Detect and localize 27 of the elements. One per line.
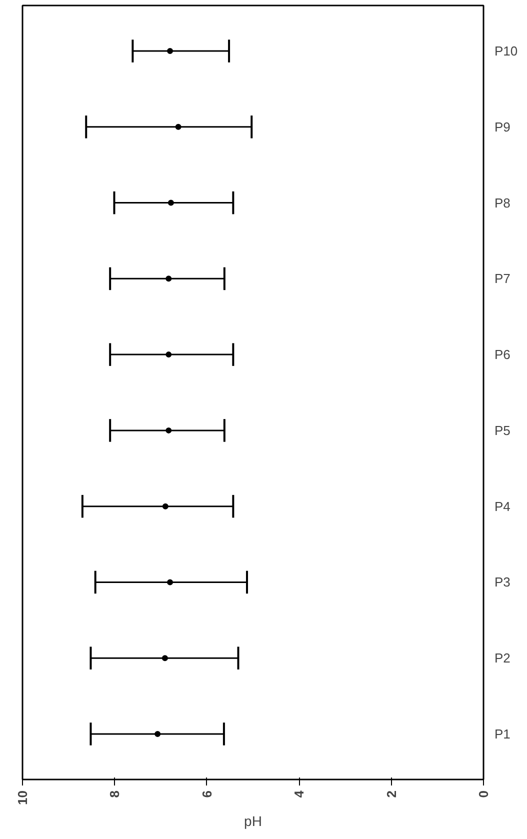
y-tick-label: P7 [494, 271, 510, 286]
point [166, 427, 172, 434]
y-tick-label: P4 [494, 498, 510, 514]
x-tick-label: 2 [384, 790, 399, 798]
y-tick-label: P9 [494, 119, 510, 134]
y-tick-label: P10 [494, 44, 518, 59]
point [168, 200, 174, 206]
point [162, 503, 168, 510]
x-tick-label: 10 [15, 790, 30, 805]
y-tick-label: P8 [494, 195, 510, 210]
x-axis-title: pH [244, 812, 262, 829]
point [166, 352, 172, 358]
point [166, 276, 172, 282]
point [167, 48, 174, 54]
x-tick-label: 8 [107, 790, 122, 798]
x-tick-label: 0 [476, 790, 491, 798]
point [167, 579, 174, 586]
y-tick-label: P3 [494, 574, 510, 590]
y-tick-label: P2 [494, 650, 510, 666]
point [162, 655, 168, 662]
x-tick-label: 6 [199, 790, 214, 798]
point [154, 730, 161, 737]
y-tick-label: P5 [494, 422, 510, 438]
x-tick-label: 4 [292, 790, 307, 798]
point [175, 124, 182, 130]
y-tick-label: P6 [494, 347, 510, 362]
y-tick-label: P1 [494, 726, 510, 742]
